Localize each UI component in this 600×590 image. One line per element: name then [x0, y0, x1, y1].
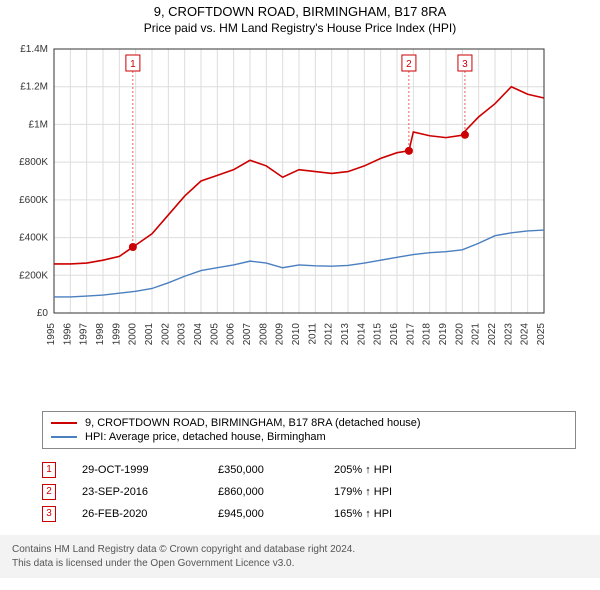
- marker-dot-1: [129, 243, 137, 251]
- transaction-row-2: 2 23-SEP-2016 £860,000 179% ↑ HPI: [42, 481, 576, 503]
- svg-text:£200K: £200K: [19, 270, 48, 281]
- transaction-date: 23-SEP-2016: [82, 486, 192, 498]
- svg-text:£1.2M: £1.2M: [20, 82, 48, 93]
- transaction-pct-vs-hpi: 165% ↑ HPI: [334, 508, 444, 520]
- marker-dot-3: [461, 131, 469, 139]
- transaction-price: £945,000: [218, 508, 308, 520]
- svg-text:2020: 2020: [454, 323, 465, 346]
- svg-text:2024: 2024: [520, 323, 531, 346]
- svg-text:2016: 2016: [389, 323, 400, 346]
- transaction-pct-vs-hpi: 179% ↑ HPI: [334, 486, 444, 498]
- svg-text:2002: 2002: [160, 323, 171, 346]
- legend-item-0: 9, CROFTDOWN ROAD, BIRMINGHAM, B17 8RA (…: [51, 416, 567, 430]
- svg-text:2018: 2018: [422, 323, 433, 346]
- svg-text:2017: 2017: [405, 323, 416, 346]
- svg-text:1998: 1998: [95, 323, 106, 346]
- transactions-table: 1 29-OCT-1999 £350,000 205% ↑ HPI 2 23-SEP-20…: [42, 459, 576, 525]
- footer: Contains HM Land Registry data © Crown c…: [0, 535, 600, 578]
- svg-text:2021: 2021: [471, 323, 482, 346]
- svg-text:2011: 2011: [307, 323, 318, 345]
- legend-swatch: [51, 436, 77, 438]
- svg-text:2001: 2001: [144, 323, 155, 346]
- transaction-marker: 2: [42, 484, 56, 500]
- page: 9, CROFTDOWN ROAD, BIRMINGHAM, B17 8RA P…: [0, 0, 600, 590]
- transaction-price: £860,000: [218, 486, 308, 498]
- legend-item-1: HPI: Average price, detached house, Birm…: [51, 430, 567, 444]
- svg-text:£600K: £600K: [19, 195, 48, 206]
- svg-text:2022: 2022: [487, 323, 498, 346]
- svg-text:2019: 2019: [438, 323, 449, 346]
- transaction-row-1: 1 29-OCT-1999 £350,000 205% ↑ HPI: [42, 459, 576, 481]
- svg-text:£1.4M: £1.4M: [20, 44, 48, 55]
- footer-line-2: This data is licensed under the Open Gov…: [12, 557, 588, 571]
- svg-text:£0: £0: [37, 308, 49, 319]
- svg-text:1996: 1996: [62, 323, 73, 346]
- svg-text:2: 2: [406, 59, 412, 70]
- svg-text:2003: 2003: [177, 323, 188, 346]
- svg-text:3: 3: [462, 59, 468, 70]
- transaction-marker: 3: [42, 506, 56, 522]
- chart: £0 £200K £400K £600K £800K £1M £1.2M £1.4M 1995 1…: [10, 43, 590, 403]
- svg-text:2007: 2007: [242, 323, 253, 346]
- transaction-row-3: 3 26-FEB-2020 £945,000 165% ↑ HPI: [42, 503, 576, 525]
- svg-text:£1M: £1M: [29, 119, 48, 130]
- svg-text:2004: 2004: [193, 323, 204, 346]
- svg-text:1999: 1999: [111, 323, 122, 346]
- svg-text:2010: 2010: [291, 323, 302, 346]
- legend-label: 9, CROFTDOWN ROAD, BIRMINGHAM, B17 8RA (…: [85, 417, 421, 429]
- transaction-marker: 1: [42, 462, 56, 478]
- svg-text:2005: 2005: [209, 323, 220, 346]
- svg-text:2025: 2025: [536, 323, 547, 346]
- svg-text:2014: 2014: [356, 323, 367, 346]
- chart-svg: £0 £200K £400K £600K £800K £1M £1.2M £1.4M 1995 1…: [10, 43, 550, 397]
- footer-line-1: Contains HM Land Registry data © Crown c…: [12, 543, 588, 557]
- transaction-date: 29-OCT-1999: [82, 464, 192, 476]
- chart-subtitle: Price paid vs. HM Land Registry's House …: [0, 21, 600, 35]
- svg-text:£400K: £400K: [19, 233, 48, 244]
- svg-text:2012: 2012: [324, 323, 335, 346]
- legend-label: HPI: Average price, detached house, Birm…: [85, 431, 326, 443]
- svg-text:2009: 2009: [275, 323, 286, 346]
- transaction-pct-vs-hpi: 205% ↑ HPI: [334, 464, 444, 476]
- transaction-date: 26-FEB-2020: [82, 508, 192, 520]
- svg-text:2008: 2008: [258, 323, 269, 346]
- svg-text:1995: 1995: [46, 323, 57, 346]
- legend: 9, CROFTDOWN ROAD, BIRMINGHAM, B17 8RA (…: [42, 411, 576, 449]
- title-block: 9, CROFTDOWN ROAD, BIRMINGHAM, B17 8RA P…: [0, 0, 600, 37]
- svg-text:£800K: £800K: [19, 157, 48, 168]
- svg-text:2013: 2013: [340, 323, 351, 346]
- svg-text:1997: 1997: [79, 323, 90, 346]
- svg-text:1: 1: [130, 59, 136, 70]
- legend-swatch: [51, 422, 77, 424]
- svg-text:2000: 2000: [128, 323, 139, 346]
- svg-text:2006: 2006: [226, 323, 237, 346]
- marker-dot-2: [405, 147, 413, 155]
- svg-text:2023: 2023: [503, 323, 514, 346]
- transaction-price: £350,000: [218, 464, 308, 476]
- svg-text:2015: 2015: [373, 323, 384, 346]
- chart-title: 9, CROFTDOWN ROAD, BIRMINGHAM, B17 8RA: [0, 4, 600, 19]
